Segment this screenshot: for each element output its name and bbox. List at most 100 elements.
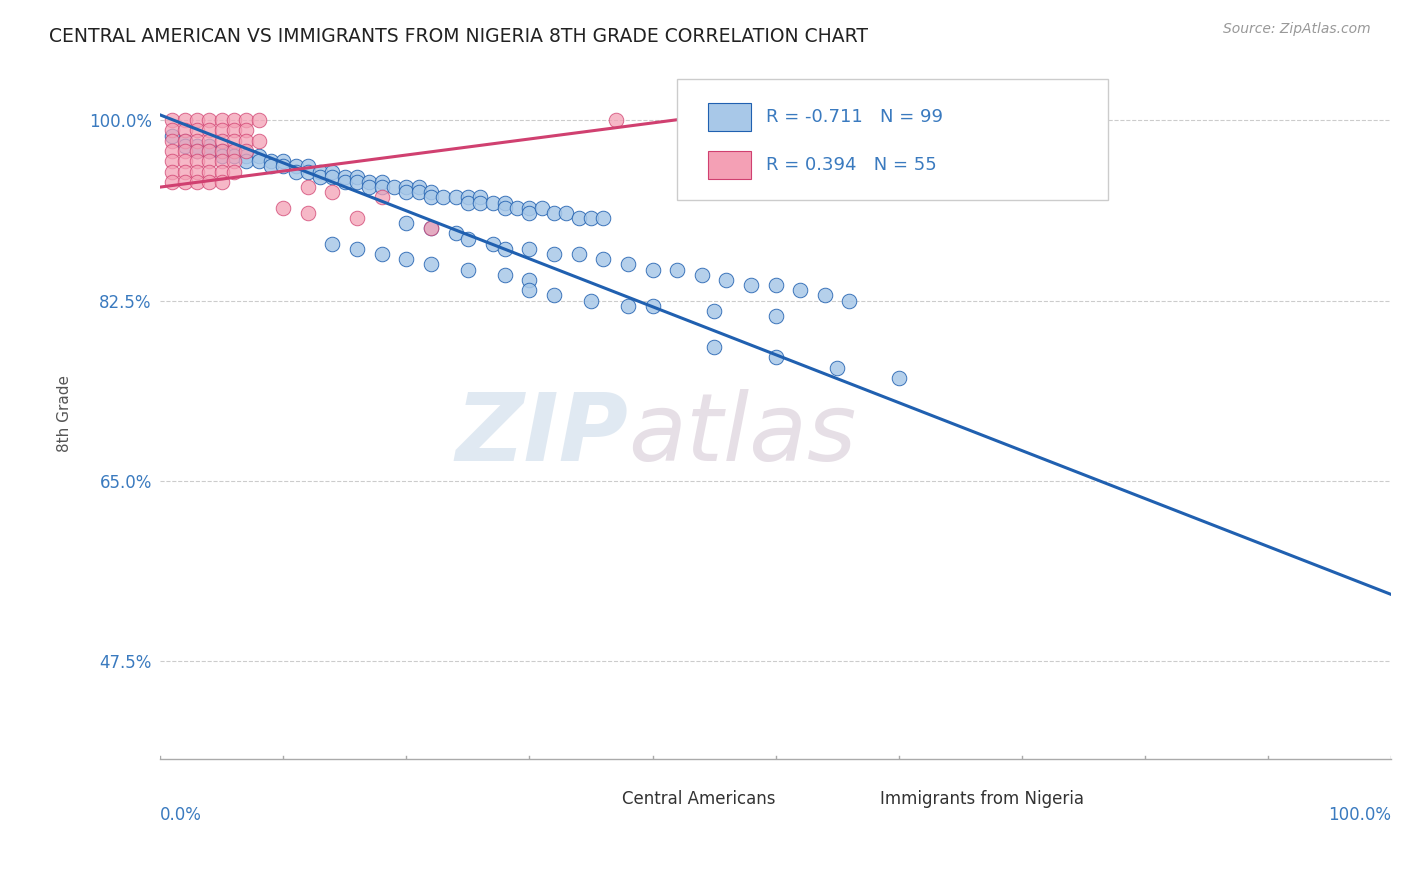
Point: [470, 190, 492, 204]
Point: [494, 242, 516, 256]
Point: [530, 201, 553, 215]
Point: [198, 134, 221, 148]
Point: [579, 293, 602, 308]
Point: [359, 180, 381, 194]
Point: [444, 190, 467, 204]
Point: [162, 113, 184, 128]
Point: [222, 144, 245, 158]
Text: R = 0.394   N = 55: R = 0.394 N = 55: [766, 156, 936, 174]
Point: [494, 201, 516, 215]
Bar: [585, 789, 612, 809]
Point: [309, 169, 332, 184]
Point: [420, 221, 443, 235]
Point: [211, 144, 233, 158]
Text: 0.0%: 0.0%: [160, 805, 202, 823]
Text: Immigrants from Nigeria: Immigrants from Nigeria: [880, 790, 1084, 808]
FancyBboxPatch shape: [678, 78, 1108, 200]
Point: [765, 278, 787, 293]
Point: [297, 180, 319, 194]
Point: [297, 164, 319, 178]
Point: [321, 186, 343, 200]
Point: [173, 164, 195, 178]
Point: [198, 154, 221, 169]
Text: 100.0%: 100.0%: [1329, 805, 1391, 823]
Point: [271, 154, 294, 169]
Point: [519, 201, 541, 215]
Point: [211, 144, 233, 158]
Point: [519, 206, 541, 220]
Point: [838, 293, 860, 308]
Point: [321, 164, 343, 178]
Point: [309, 164, 332, 178]
Point: [173, 134, 195, 148]
Point: [703, 303, 725, 318]
Point: [420, 190, 443, 204]
Point: [395, 186, 418, 200]
Point: [543, 247, 565, 261]
Point: [519, 283, 541, 297]
Point: [370, 190, 392, 204]
Point: [271, 201, 294, 215]
Point: [703, 340, 725, 354]
Point: [494, 268, 516, 282]
Point: [568, 247, 591, 261]
Point: [222, 113, 245, 128]
Point: [297, 160, 319, 174]
Point: [198, 175, 221, 189]
Point: [222, 154, 245, 169]
Point: [420, 257, 443, 271]
Point: [789, 283, 811, 297]
Point: [814, 288, 837, 302]
Point: [235, 123, 257, 137]
Point: [825, 360, 848, 375]
Text: ZIP: ZIP: [456, 389, 628, 481]
Point: [716, 273, 738, 287]
Point: [162, 128, 184, 143]
Point: [235, 149, 257, 163]
Point: [543, 288, 565, 302]
Point: [519, 242, 541, 256]
Point: [235, 144, 257, 158]
Text: Source: ZipAtlas.com: Source: ZipAtlas.com: [1223, 22, 1371, 37]
Point: [346, 242, 368, 256]
Point: [382, 180, 405, 194]
Point: [173, 144, 195, 158]
Point: [605, 113, 627, 128]
Point: [765, 309, 787, 323]
Point: [211, 175, 233, 189]
Point: [186, 144, 208, 158]
Point: [235, 154, 257, 169]
Point: [247, 154, 270, 169]
Point: [370, 175, 392, 189]
Point: [235, 113, 257, 128]
Point: [186, 175, 208, 189]
Point: [222, 123, 245, 137]
Point: [321, 236, 343, 251]
Point: [481, 195, 503, 210]
Point: [420, 221, 443, 235]
Point: [186, 123, 208, 137]
Text: Central Americans: Central Americans: [621, 790, 775, 808]
Point: [186, 134, 208, 148]
Point: [173, 154, 195, 169]
Text: atlas: atlas: [628, 389, 856, 480]
Point: [222, 134, 245, 148]
Point: [395, 216, 418, 230]
Point: [222, 149, 245, 163]
Point: [247, 134, 270, 148]
Point: [211, 123, 233, 137]
Point: [887, 371, 910, 385]
Point: [186, 113, 208, 128]
Point: [173, 139, 195, 153]
Point: [198, 144, 221, 158]
Point: [247, 149, 270, 163]
Point: [543, 206, 565, 220]
Point: [555, 206, 578, 220]
Point: [186, 154, 208, 169]
Point: [297, 206, 319, 220]
Point: [173, 123, 195, 137]
Point: [186, 139, 208, 153]
Point: [666, 262, 689, 277]
Point: [198, 123, 221, 137]
Point: [370, 247, 392, 261]
